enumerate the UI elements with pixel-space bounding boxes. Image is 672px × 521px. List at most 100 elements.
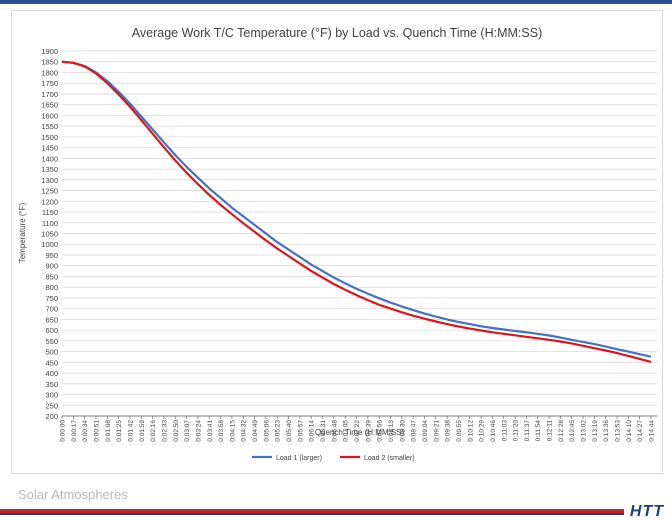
y-axis-ticks: 2002503003504004505005506006507007508008…	[41, 47, 58, 421]
x-tick-label: 0:03:24	[195, 420, 202, 442]
x-tick-label: 0:06:14	[309, 420, 316, 442]
company-name: Solar Atmospheres	[18, 487, 128, 502]
x-tick-label: 0:01:08	[105, 420, 112, 442]
y-tick-label: 350	[45, 380, 58, 389]
x-tick-label: 0:11:37	[524, 420, 531, 442]
x-tick-label: 0:06:48	[331, 420, 338, 442]
x-tick-label: 0:02:33	[161, 420, 168, 442]
x-tick-label: 0:10:29	[479, 420, 486, 442]
x-tick-label: 0:06:31	[320, 420, 327, 442]
y-tick-label: 250	[45, 401, 58, 410]
x-tick-label: 0:11:20	[513, 420, 520, 442]
x-tick-label: 0:10:12	[467, 420, 474, 442]
y-tick-label: 1600	[41, 111, 58, 120]
y-tick-label: 1050	[41, 230, 58, 239]
x-tick-label: 0:00:34	[82, 420, 89, 442]
footer-rule	[0, 509, 624, 513]
x-tick-label: 0:08:13	[388, 420, 395, 442]
x-tick-label: 0:04:15	[229, 420, 236, 442]
y-tick-label: 750	[45, 294, 58, 303]
x-tick-label: 0:12:28	[558, 420, 565, 442]
y-tick-label: 1300	[41, 176, 58, 185]
x-tick-label: 0:08:47	[411, 420, 418, 442]
y-tick-label: 1550	[41, 122, 58, 131]
x-tick-label: 0:05:23	[275, 420, 282, 442]
x-tick-label: 0:01:25	[116, 420, 123, 442]
chart: Average Work T/C Temperature (°F) by Loa…	[18, 26, 657, 462]
y-tick-label: 550	[45, 337, 58, 346]
y-tick-label: 1850	[41, 58, 58, 67]
y-tick-label: 1350	[41, 165, 58, 174]
x-tick-label: 0:13:53	[615, 420, 622, 442]
y-tick-label: 900	[45, 262, 58, 271]
legend-label-2: Load 2 (smaller)	[364, 455, 415, 462]
chart-title: Average Work T/C Temperature (°F) by Loa…	[132, 26, 542, 40]
x-tick-label: 0:09:55	[456, 420, 463, 442]
x-tick-label: 0:09:21	[433, 420, 440, 442]
x-tick-label: 0:07:39	[365, 420, 372, 442]
y-tick-label: 500	[45, 348, 58, 357]
legend-label-1: Load 1 (larger)	[276, 455, 322, 462]
y-axis-title: Temperature (°F)	[18, 202, 27, 263]
y-tick-label: 1400	[41, 154, 58, 163]
y-tick-label: 1900	[41, 47, 58, 56]
y-tick-label: 600	[45, 326, 58, 335]
x-tick-label: 0:03:58	[218, 420, 225, 442]
x-tick-label: 0:02:16	[150, 420, 157, 442]
y-tick-label: 400	[45, 369, 58, 378]
x-tick-label: 0:07:05	[343, 420, 350, 442]
y-tick-label: 650	[45, 315, 58, 324]
series-line-1	[61, 60, 652, 358]
x-axis-title: Quench Time (H:MM:SS)	[315, 428, 405, 437]
y-tick-label: 1250	[41, 187, 58, 196]
x-tick-label: 0:14:44	[649, 420, 656, 442]
company-logo: HTT	[629, 503, 664, 520]
x-tick-label: 0:02:50	[173, 420, 180, 442]
x-tick-label: 0:14:10	[626, 420, 633, 442]
x-tick-label: 0:11:54	[535, 420, 542, 442]
y-tick-label: 300	[45, 391, 58, 400]
y-tick-label: 800	[45, 283, 58, 292]
legend: Load 1 (larger) Load 2 (smaller)	[252, 455, 415, 462]
x-tick-label: 0:04:49	[252, 420, 259, 442]
x-tick-label: 0:08:30	[399, 420, 406, 442]
x-tick-label: 0:09:38	[445, 420, 452, 442]
y-tick-label: 950	[45, 251, 58, 260]
x-tick-label: 0:12:11	[547, 420, 554, 442]
y-tick-label: 450	[45, 358, 58, 367]
y-tick-label: 1500	[41, 133, 58, 142]
x-axis-ticks: 0:00:00 0:00:17 0:00:34 0:00:51 0:01:08 0:01:…	[60, 416, 656, 442]
x-tick-label: 0:07:22	[354, 420, 361, 442]
y-tick-label: 850	[45, 272, 58, 281]
x-tick-label: 0:12:45	[569, 420, 576, 442]
grid-lines	[62, 50, 657, 417]
y-tick-label: 1700	[41, 90, 58, 99]
y-tick-label: 1750	[41, 79, 58, 88]
x-tick-label: 0:11:03	[501, 420, 508, 442]
top-accent-bar	[0, 0, 672, 4]
y-tick-label: 1800	[41, 68, 58, 77]
x-tick-label: 0:03:07	[184, 420, 191, 442]
x-tick-label: 0:09:04	[422, 420, 429, 442]
x-tick-label: 0:05:57	[297, 420, 304, 442]
chart-frame: Average Work T/C Temperature (°F) by Loa…	[11, 10, 663, 474]
y-tick-label: 1650	[41, 101, 58, 110]
x-tick-label: 0:03:41	[207, 420, 214, 442]
x-tick-label: 0:04:32	[241, 420, 248, 442]
x-tick-label: 0:00:51	[93, 420, 100, 442]
x-tick-label: 0:10:46	[490, 420, 497, 442]
y-tick-label: 1450	[41, 144, 58, 153]
y-tick-label: 1100	[42, 219, 58, 228]
x-tick-label: 0:13:02	[581, 420, 588, 442]
x-tick-label: 0:07:56	[377, 420, 384, 442]
x-tick-label: 0:00:00	[60, 420, 67, 442]
y-tick-label: 1200	[41, 197, 58, 206]
x-tick-label: 0:00:17	[71, 420, 78, 442]
footer-rule-thin	[0, 513, 624, 515]
x-tick-label: 0:01:59	[139, 420, 146, 442]
y-tick-label: 1150	[42, 208, 58, 217]
x-tick-label: 0:05:06	[263, 420, 270, 442]
x-tick-label: 0:05:40	[286, 420, 293, 442]
x-tick-label: 0:13:19	[592, 420, 599, 442]
y-tick-label: 200	[45, 412, 58, 421]
